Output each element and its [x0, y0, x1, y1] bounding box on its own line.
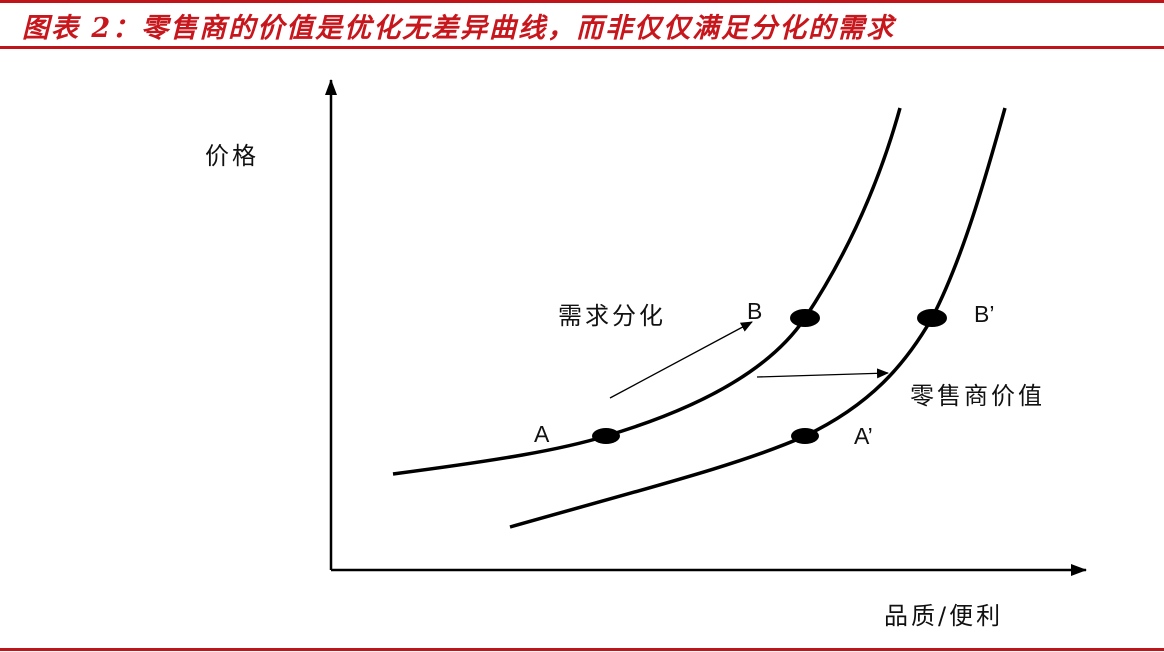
point-a-prime-label: A’ [854, 423, 873, 449]
indifference-curve-1 [392, 107, 902, 476]
demand-arrow [609, 321, 753, 399]
bottom-rule [0, 648, 1164, 651]
indifference-curve-2 [509, 107, 1007, 529]
point-b-label: B [747, 298, 763, 324]
point-a-marker [592, 428, 620, 444]
top-rule [0, 0, 1164, 3]
point-a-prime-marker [791, 428, 819, 444]
y-axis-label: 价格 [205, 142, 259, 170]
point-b-prime-label: B’ [974, 301, 995, 327]
figure-title: 图表 2：零售商的价值是优化无差异曲线，而非仅仅满足分化的需求 [22, 13, 896, 44]
demand-label: 需求分化 [558, 302, 666, 330]
retailer-value-arrow [756, 368, 889, 379]
point-b-marker [790, 309, 820, 327]
point-a-label: A [534, 421, 550, 447]
retailer-value-label: 零售商价值 [910, 382, 1045, 410]
x-axis-label: 品质/便利 [884, 602, 1004, 630]
point-b-prime-marker [917, 309, 947, 327]
title-rule [0, 46, 1164, 49]
